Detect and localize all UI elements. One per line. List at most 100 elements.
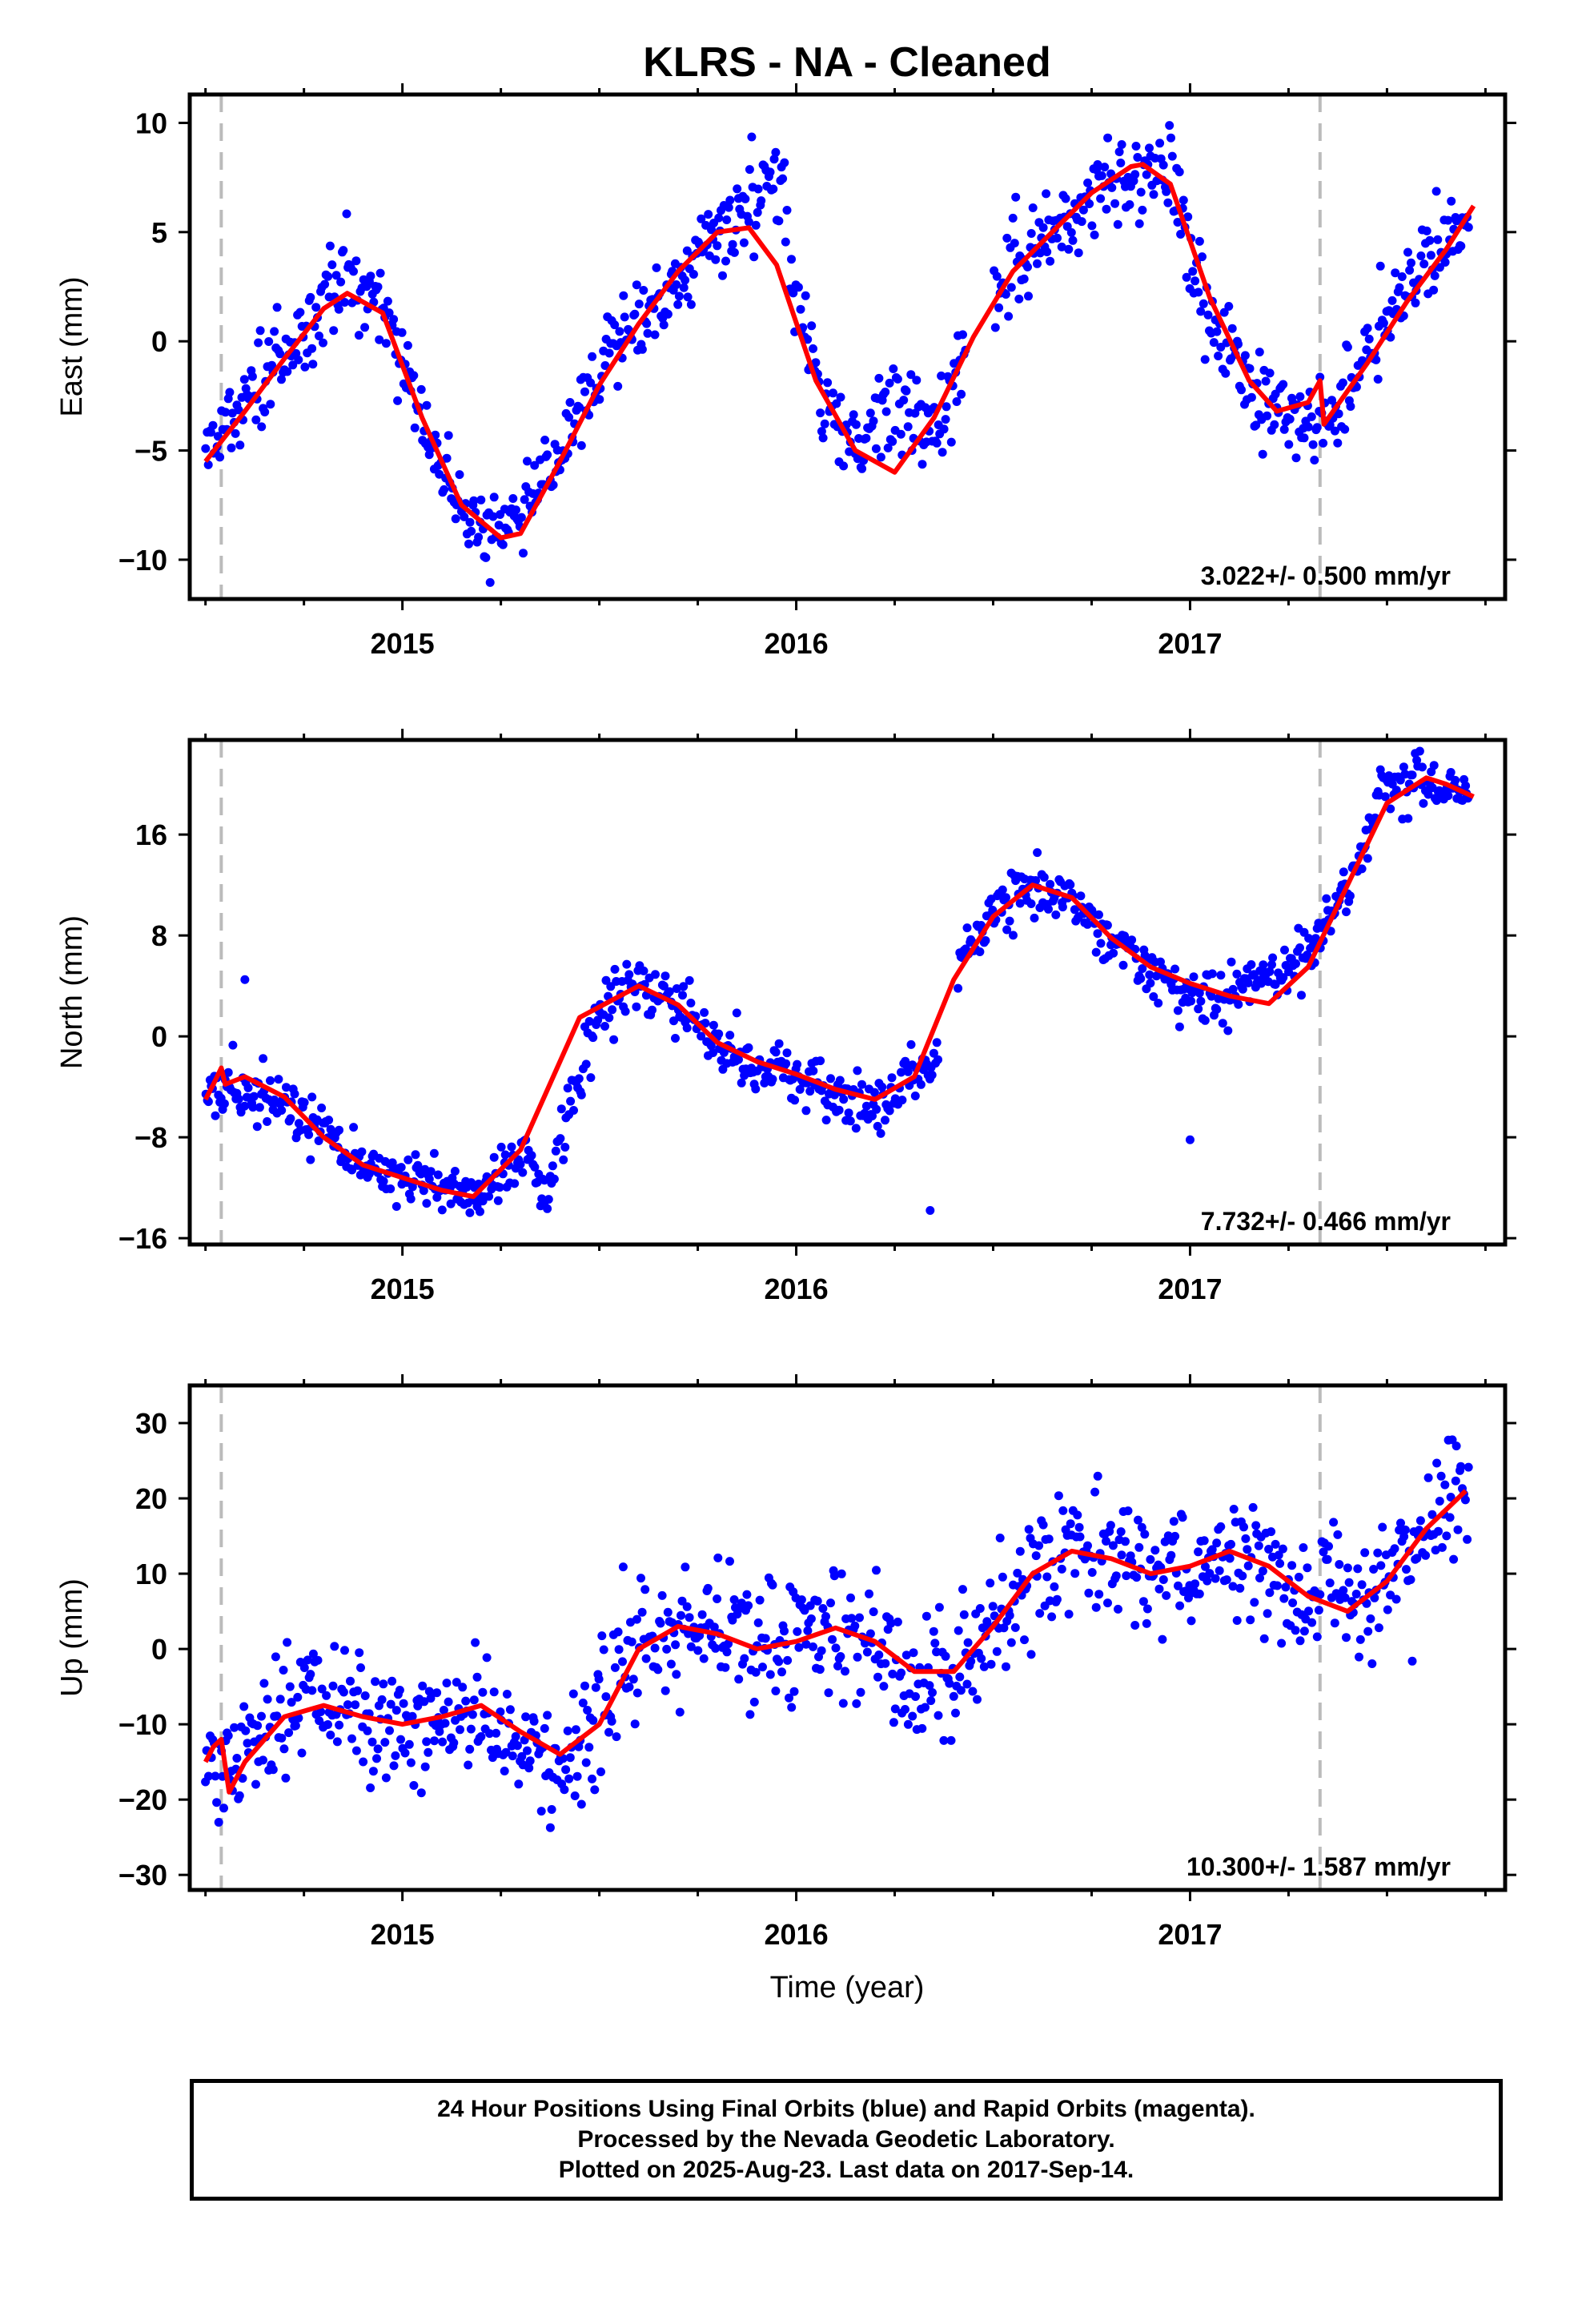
data-point xyxy=(697,1610,707,1619)
data-point xyxy=(853,1066,862,1076)
info-line-dates: Plotted on 2025-Aug-23. Last data on 201… xyxy=(558,2157,1134,2183)
data-point xyxy=(295,308,305,317)
data-point xyxy=(530,460,540,470)
data-point xyxy=(399,1699,408,1708)
data-point xyxy=(903,1067,913,1076)
data-point xyxy=(1198,252,1207,262)
y-tick-label: 0 xyxy=(151,325,167,358)
data-point xyxy=(1215,1566,1224,1575)
data-point xyxy=(1248,1502,1258,1512)
data-point xyxy=(1284,440,1294,449)
data-point xyxy=(458,1683,468,1692)
data-point xyxy=(1251,1521,1261,1530)
data-point xyxy=(1199,1536,1209,1546)
data-point xyxy=(1199,299,1208,308)
data-point xyxy=(977,1654,986,1663)
data-point xyxy=(1042,247,1052,256)
data-point xyxy=(404,1739,414,1749)
data-point xyxy=(1232,969,1242,979)
data-point xyxy=(639,286,648,295)
data-point xyxy=(1351,1590,1361,1598)
data-point xyxy=(1102,204,1111,214)
data-point xyxy=(543,450,552,460)
data-point xyxy=(520,495,529,505)
data-point xyxy=(380,1738,390,1747)
data-point xyxy=(897,1068,905,1077)
data-point xyxy=(1322,894,1331,903)
data-point xyxy=(677,1610,685,1620)
data-point xyxy=(751,220,761,230)
data-point xyxy=(844,1108,853,1118)
data-point xyxy=(284,1728,294,1738)
data-point xyxy=(1132,1573,1142,1582)
data-point xyxy=(300,362,310,372)
data-point xyxy=(1116,159,1126,167)
data-point xyxy=(1026,1650,1036,1659)
data-point xyxy=(973,1695,982,1704)
data-point xyxy=(849,410,858,420)
data-point xyxy=(620,1007,630,1016)
data-point xyxy=(722,215,732,224)
data-point xyxy=(516,1160,525,1169)
data-point xyxy=(1278,1544,1287,1554)
data-point xyxy=(713,1594,722,1603)
data-point xyxy=(1247,392,1256,402)
y-tick-label: 20 xyxy=(135,1482,167,1515)
data-point xyxy=(588,1715,598,1725)
data-point xyxy=(576,1090,586,1100)
data-point xyxy=(718,271,727,280)
data-point xyxy=(1299,1626,1309,1636)
data-point xyxy=(1130,170,1140,179)
data-point xyxy=(1311,934,1320,943)
data-point xyxy=(932,438,942,448)
data-point xyxy=(1240,351,1250,360)
data-point xyxy=(1402,1565,1411,1574)
data-point xyxy=(360,1691,370,1700)
data-point xyxy=(903,422,913,432)
data-point xyxy=(821,1612,830,1621)
data-point xyxy=(212,1798,222,1807)
data-point xyxy=(853,1652,862,1662)
processing-info-box: 24 Hour Positions Using Final Orbits (bl… xyxy=(190,2079,1503,2201)
y-tick-label: 16 xyxy=(135,818,167,851)
data-point xyxy=(1308,440,1318,449)
data-point xyxy=(817,1646,826,1655)
data-point xyxy=(259,1679,269,1688)
data-point xyxy=(451,514,460,524)
data-point xyxy=(303,1655,312,1665)
data-point xyxy=(958,330,967,340)
data-point xyxy=(1294,1572,1303,1582)
y-tick-label: 10 xyxy=(135,107,167,139)
data-point xyxy=(725,195,735,205)
data-point xyxy=(306,1670,315,1679)
data-point xyxy=(728,1615,737,1625)
data-point xyxy=(868,1112,877,1120)
data-point xyxy=(699,1654,709,1663)
data-point xyxy=(485,577,495,587)
data-point xyxy=(817,427,826,436)
data-point xyxy=(1254,1541,1263,1550)
data-point xyxy=(938,448,947,457)
data-point xyxy=(1227,1539,1235,1549)
data-point xyxy=(556,1134,565,1144)
data-point xyxy=(1078,205,1088,215)
data-point xyxy=(1380,792,1390,802)
data-point xyxy=(489,493,499,502)
data-point xyxy=(637,1607,647,1617)
data-point xyxy=(721,256,730,266)
data-point xyxy=(753,207,762,217)
data-point xyxy=(1314,1606,1323,1615)
data-point xyxy=(1415,746,1424,756)
data-point xyxy=(1395,1526,1404,1535)
data-point xyxy=(851,1124,861,1133)
data-point xyxy=(1275,1558,1285,1568)
data-point xyxy=(713,241,722,251)
data-point xyxy=(1138,205,1147,215)
data-point xyxy=(508,1751,517,1761)
data-point xyxy=(1443,791,1453,801)
data-point xyxy=(926,1696,936,1706)
data-point xyxy=(1324,1542,1333,1551)
data-point xyxy=(986,1659,996,1669)
data-point xyxy=(251,1779,260,1789)
data-point xyxy=(521,1712,531,1722)
